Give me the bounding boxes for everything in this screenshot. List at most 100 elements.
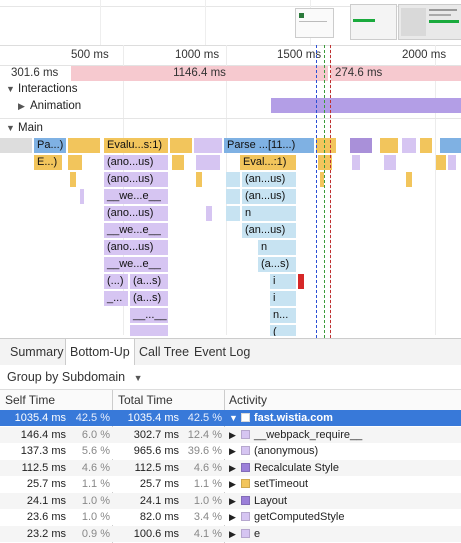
collapse-triangle-icon[interactable]: ▶ xyxy=(229,446,236,456)
flame-block[interactable] xyxy=(352,155,360,170)
frame-segment[interactable]: 301.6 ms xyxy=(0,66,68,81)
flame-block[interactable]: (an...us) xyxy=(242,223,296,238)
time-ruler[interactable] xyxy=(0,45,461,66)
flame-block[interactable]: _... xyxy=(104,291,128,306)
collapse-triangle-icon[interactable]: ▶ xyxy=(229,462,236,473)
flame-block[interactable]: Parse ...[11...) xyxy=(224,138,314,153)
animation-bar[interactable] xyxy=(271,98,461,113)
flame-block[interactable]: (an...us) xyxy=(242,189,296,204)
flame-block[interactable] xyxy=(80,189,84,204)
self-time-percent: 1.0 % xyxy=(81,494,110,507)
frame-segment[interactable]: 1146.4 ms xyxy=(71,66,328,81)
flame-block[interactable]: (ano...us) xyxy=(104,172,168,187)
flame-block[interactable]: n xyxy=(242,206,296,221)
flame-block[interactable]: (ano...us) xyxy=(104,240,168,255)
flame-block[interactable]: (a...s) xyxy=(130,274,168,289)
column-header-activity[interactable]: Activity xyxy=(229,393,268,407)
flame-block[interactable]: (...) xyxy=(104,274,128,289)
flame-block[interactable] xyxy=(194,138,222,153)
collapse-triangle-icon[interactable]: ▶ xyxy=(18,101,25,111)
tab-summary[interactable]: Summary xyxy=(10,345,64,359)
screenshot-thumbnail[interactable] xyxy=(295,8,334,38)
flame-block[interactable] xyxy=(420,138,432,153)
flame-block[interactable]: __we...e__ xyxy=(104,223,168,238)
tab-bottom-up[interactable]: Bottom-Up xyxy=(65,339,135,365)
table-row[interactable]: 1035.4 ms 42.5 % 1035.4 ms 42.5 % ▼ fast.wist… xyxy=(0,410,461,426)
flame-block[interactable] xyxy=(68,155,82,170)
flame-block[interactable] xyxy=(318,155,332,170)
flame-block[interactable] xyxy=(380,138,398,153)
collapse-triangle-icon[interactable]: ▶ xyxy=(229,512,236,522)
flame-block[interactable]: (a...s) xyxy=(130,291,168,306)
flame-block[interactable]: E...) xyxy=(34,155,62,170)
main-track-header[interactable]: ▼ Main xyxy=(6,122,43,134)
flame-block[interactable] xyxy=(402,138,416,153)
flame-block[interactable] xyxy=(350,138,372,153)
flame-block[interactable] xyxy=(298,274,304,289)
interactions-track-header[interactable]: ▼ Interactions xyxy=(6,83,77,95)
flame-block[interactable]: Eval...:1) xyxy=(240,155,296,170)
flame-block[interactable] xyxy=(196,172,202,187)
flame-block[interactable] xyxy=(170,138,192,153)
animation-track-header[interactable]: ▶ Animation xyxy=(18,100,81,112)
self-time-value: 146.4 ms xyxy=(20,428,66,441)
flame-block[interactable]: Evalu...s:1) xyxy=(104,138,168,153)
activity-cell: ▶ (anonymous) xyxy=(229,443,459,459)
column-header-total-time[interactable]: Total Time xyxy=(118,393,173,407)
flame-block[interactable] xyxy=(196,155,220,170)
main-flame-chart[interactable]: Pa...) Evalu...s:1) Parse ...[11...) E..… xyxy=(0,138,461,336)
flame-block[interactable]: __...__ xyxy=(130,308,168,323)
flame-block[interactable] xyxy=(406,172,412,187)
flame-block[interactable] xyxy=(448,155,456,170)
tab-event-log[interactable]: Event Log xyxy=(194,345,251,359)
group-by-select[interactable]: Group by Subdomain ▼ xyxy=(7,370,143,384)
flame-block[interactable]: __we...e__ xyxy=(104,257,168,272)
table-row[interactable]: 112.5 ms 4.6 % 112.5 ms 4.6 % ▶ Recalculate S… xyxy=(0,459,461,476)
flame-block[interactable]: Pa...) xyxy=(34,138,66,153)
flame-block[interactable]: i xyxy=(270,274,296,289)
flame-block[interactable]: (a...s) xyxy=(258,257,296,272)
flame-block[interactable] xyxy=(226,206,240,221)
flame-block[interactable] xyxy=(320,172,324,187)
table-row[interactable]: 23.2 ms 0.9 % 100.6 ms 4.1 % ▶ e xyxy=(0,525,461,542)
flame-block[interactable]: i xyxy=(270,291,296,306)
flame-block[interactable] xyxy=(226,189,240,204)
flame-block[interactable] xyxy=(70,172,76,187)
table-row[interactable]: 23.6 ms 1.0 % 82.0 ms 3.4 % ▶ getComputedStyl… xyxy=(0,509,461,525)
timeline-overview[interactable] xyxy=(0,0,461,46)
flame-block[interactable] xyxy=(172,155,184,170)
flame-block[interactable] xyxy=(206,206,212,221)
flame-block[interactable] xyxy=(316,138,336,153)
flame-block[interactable] xyxy=(440,138,461,153)
expand-triangle-icon[interactable]: ▼ xyxy=(229,413,238,423)
collapse-triangle-icon[interactable]: ▶ xyxy=(229,528,236,539)
collapse-triangle-icon[interactable]: ▶ xyxy=(229,495,236,506)
table-row[interactable]: 25.7 ms 1.1 % 25.7 ms 1.1 % ▶ setTimeout xyxy=(0,476,461,492)
collapse-triangle-icon[interactable]: ▶ xyxy=(229,479,236,489)
flame-block[interactable] xyxy=(384,155,396,170)
flame-block[interactable] xyxy=(0,138,32,153)
flame-block[interactable] xyxy=(226,172,240,187)
flame-block[interactable]: (an...us) xyxy=(242,172,296,187)
column-header-self-time[interactable]: Self Time xyxy=(5,393,56,407)
flame-block[interactable]: ( xyxy=(270,325,296,336)
screenshot-thumbnail[interactable] xyxy=(350,4,397,40)
activity-name: e xyxy=(254,527,261,540)
flame-block[interactable]: (ano...us) xyxy=(104,155,168,170)
flame-block[interactable] xyxy=(130,325,168,336)
flame-block[interactable]: n xyxy=(258,240,296,255)
screenshot-thumbnail[interactable] xyxy=(398,4,461,40)
flame-block[interactable]: (ano...us) xyxy=(104,206,168,221)
table-row[interactable]: 24.1 ms 1.0 % 24.1 ms 1.0 % ▶ Layout xyxy=(0,492,461,509)
flame-block[interactable]: n... xyxy=(270,308,296,323)
flame-block[interactable] xyxy=(68,138,100,153)
flame-block[interactable]: __we...e__ xyxy=(104,189,168,204)
expand-triangle-icon[interactable]: ▼ xyxy=(6,84,15,94)
frame-segment[interactable]: 274.6 ms xyxy=(331,66,461,81)
expand-triangle-icon[interactable]: ▼ xyxy=(6,123,15,133)
table-row[interactable]: 137.3 ms 5.6 % 965.6 ms 39.6 % ▶ (anonymous) xyxy=(0,443,461,459)
table-row[interactable]: 146.4 ms 6.0 % 302.7 ms 12.4 % ▶ __webpack_re… xyxy=(0,426,461,443)
flame-block[interactable] xyxy=(436,155,446,170)
tab-call-tree[interactable]: Call Tree xyxy=(139,345,190,359)
collapse-triangle-icon[interactable]: ▶ xyxy=(229,429,236,440)
